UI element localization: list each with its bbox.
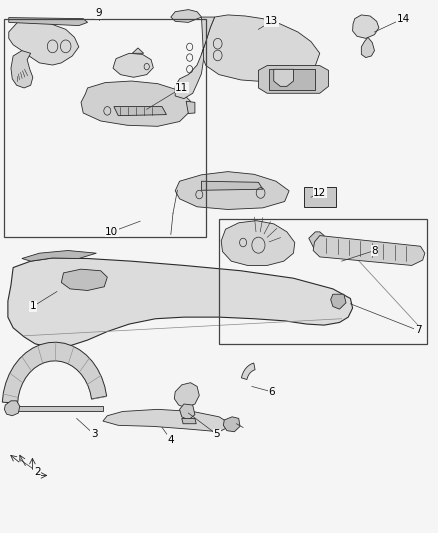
Polygon shape (353, 15, 379, 38)
Polygon shape (2, 342, 107, 403)
Polygon shape (269, 69, 315, 90)
Polygon shape (313, 236, 425, 265)
Polygon shape (81, 81, 191, 126)
Polygon shape (174, 383, 199, 408)
Polygon shape (7, 406, 103, 411)
Text: 11: 11 (175, 83, 188, 93)
Polygon shape (132, 48, 144, 53)
Polygon shape (241, 363, 255, 379)
Bar (4, 19, 206, 237)
Text: 1: 1 (29, 302, 36, 311)
Polygon shape (258, 66, 328, 93)
Polygon shape (274, 69, 293, 86)
Polygon shape (9, 20, 79, 65)
Polygon shape (201, 181, 263, 190)
Polygon shape (175, 17, 215, 99)
Text: 2: 2 (34, 467, 41, 477)
Polygon shape (180, 404, 195, 420)
Text: 3: 3 (91, 430, 98, 439)
Text: 9: 9 (95, 9, 102, 18)
Bar (304, 187, 336, 207)
Polygon shape (171, 10, 201, 22)
Text: 14: 14 (396, 14, 410, 23)
Polygon shape (361, 37, 374, 58)
Polygon shape (182, 418, 196, 424)
Text: 4: 4 (167, 435, 174, 445)
Text: 7: 7 (415, 326, 422, 335)
Bar (219, 219, 427, 344)
Polygon shape (175, 172, 289, 209)
Text: 13: 13 (265, 17, 278, 26)
Text: 6: 6 (268, 387, 275, 397)
Polygon shape (4, 401, 20, 416)
Text: 8: 8 (371, 246, 378, 255)
Polygon shape (223, 417, 240, 432)
Text: 10: 10 (105, 227, 118, 237)
Polygon shape (22, 251, 96, 261)
Polygon shape (113, 53, 153, 77)
Polygon shape (201, 15, 320, 82)
Polygon shape (221, 221, 295, 265)
Polygon shape (9, 18, 88, 26)
Polygon shape (61, 269, 107, 290)
Polygon shape (11, 51, 33, 88)
Text: 5: 5 (213, 430, 220, 439)
Polygon shape (309, 232, 324, 249)
Polygon shape (8, 258, 353, 348)
Polygon shape (114, 107, 166, 116)
Text: 12: 12 (313, 188, 326, 198)
Polygon shape (331, 294, 346, 309)
Polygon shape (186, 101, 195, 114)
Polygon shape (103, 409, 228, 432)
